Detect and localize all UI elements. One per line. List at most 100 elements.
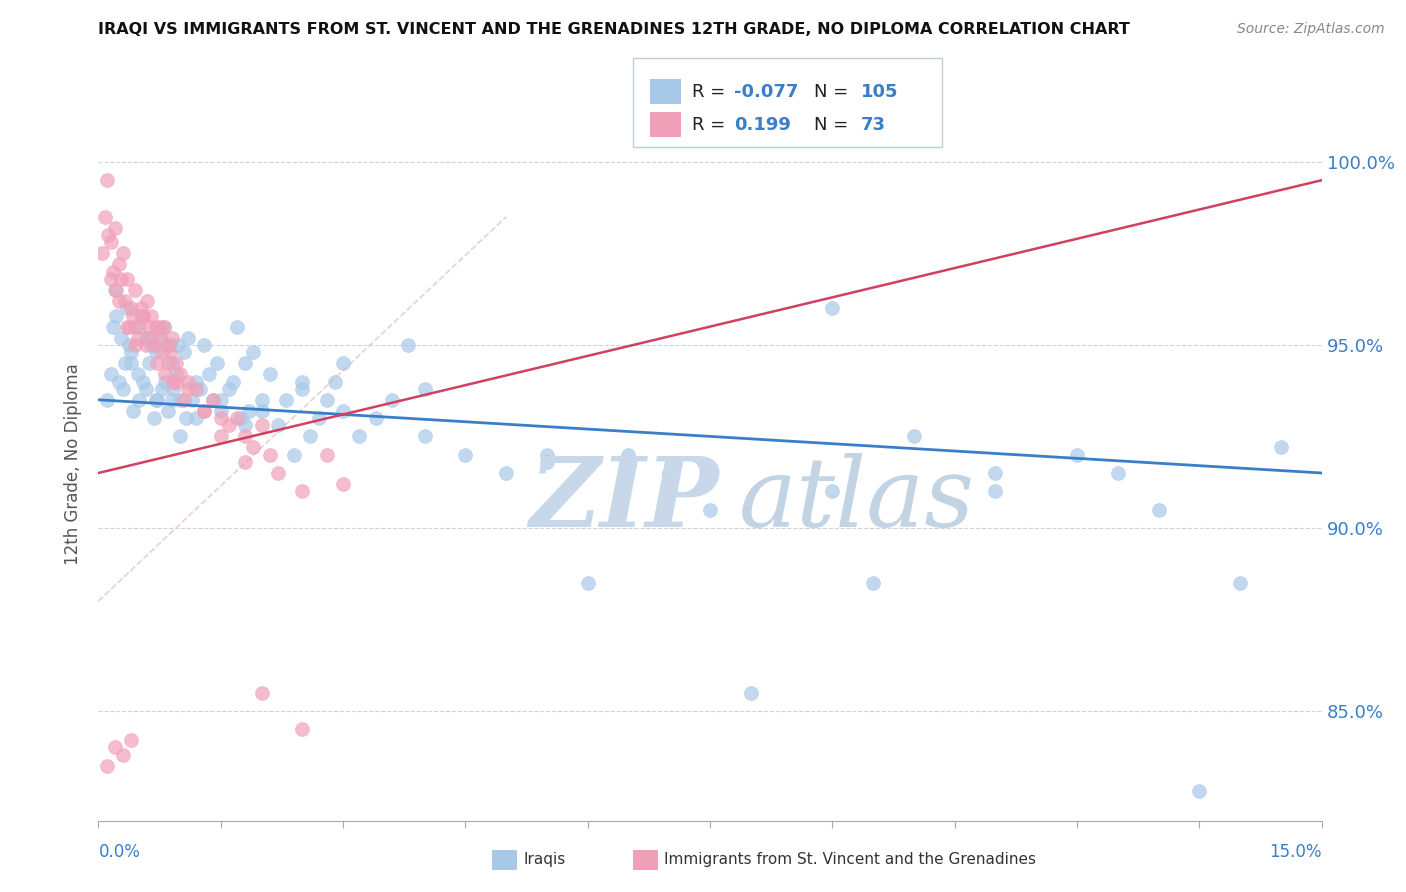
Point xyxy=(315,392,337,407)
Point xyxy=(173,345,195,359)
Text: 105: 105 xyxy=(860,83,898,101)
Point xyxy=(242,345,264,359)
Point xyxy=(364,411,387,425)
Text: R =: R = xyxy=(692,116,731,134)
Point xyxy=(115,319,138,334)
Point xyxy=(110,272,132,286)
Point xyxy=(104,220,127,235)
Point xyxy=(193,404,215,418)
Point xyxy=(233,455,256,469)
Point xyxy=(108,293,131,308)
Point xyxy=(100,367,122,381)
Point xyxy=(96,758,118,772)
Point xyxy=(862,575,884,590)
Point xyxy=(226,411,249,425)
Point xyxy=(188,382,212,396)
Point xyxy=(91,246,114,260)
Point xyxy=(233,356,256,370)
Point xyxy=(242,441,264,455)
Point xyxy=(146,356,169,370)
Point xyxy=(127,367,149,381)
Point xyxy=(454,448,477,462)
Point xyxy=(156,404,179,418)
Point xyxy=(94,210,117,224)
Point xyxy=(142,411,165,425)
Point xyxy=(699,502,721,516)
Point xyxy=(167,338,190,352)
Point xyxy=(141,338,163,352)
Point xyxy=(1229,575,1251,590)
Point xyxy=(1270,441,1292,455)
Point xyxy=(165,356,187,370)
Text: -0.077: -0.077 xyxy=(734,83,799,101)
Point xyxy=(231,411,253,425)
Point xyxy=(218,382,240,396)
Point xyxy=(127,330,149,344)
Point xyxy=(129,301,152,316)
Text: N =: N = xyxy=(814,83,853,101)
Point xyxy=(124,319,146,334)
Point xyxy=(267,466,290,480)
Text: R =: R = xyxy=(692,83,731,101)
Point xyxy=(1147,502,1170,516)
Point xyxy=(120,356,142,370)
Point xyxy=(160,356,183,370)
Point xyxy=(209,404,232,418)
Point xyxy=(100,272,122,286)
Point xyxy=(165,367,187,381)
Point xyxy=(146,392,169,407)
Point xyxy=(118,319,141,334)
Point xyxy=(413,382,436,396)
Point xyxy=(536,455,558,469)
Text: atlas: atlas xyxy=(738,452,974,547)
Text: Iraqis: Iraqis xyxy=(523,853,565,867)
Point xyxy=(218,418,240,433)
Point xyxy=(173,392,195,407)
Point xyxy=(658,466,681,480)
Point xyxy=(226,319,249,334)
Point xyxy=(150,382,173,396)
Point xyxy=(104,283,127,297)
Point xyxy=(193,404,215,418)
Point xyxy=(186,382,208,396)
Point xyxy=(159,345,181,359)
Point xyxy=(181,392,204,407)
Point xyxy=(145,345,167,359)
Point xyxy=(114,293,136,308)
Point xyxy=(97,228,120,243)
Point xyxy=(108,375,131,389)
Point xyxy=(136,293,159,308)
Point xyxy=(259,367,281,381)
Point xyxy=(120,345,142,359)
Point xyxy=(201,392,224,407)
Point xyxy=(138,356,160,370)
Point xyxy=(132,375,155,389)
Point xyxy=(110,330,132,344)
Point xyxy=(381,392,404,407)
Point xyxy=(291,722,314,736)
Point xyxy=(128,319,150,334)
Point xyxy=(162,382,184,396)
Point xyxy=(160,392,183,407)
Point xyxy=(156,338,179,352)
Point xyxy=(495,466,517,480)
Point xyxy=(160,330,183,344)
Point xyxy=(250,392,273,407)
Point xyxy=(136,330,159,344)
Point xyxy=(138,319,160,334)
Point xyxy=(149,330,172,344)
Point xyxy=(332,404,354,418)
Point xyxy=(96,392,118,407)
Point xyxy=(821,484,844,499)
Point xyxy=(176,411,198,425)
Point xyxy=(291,484,314,499)
Point xyxy=(162,375,184,389)
Text: ZIP: ZIP xyxy=(530,452,720,547)
Point xyxy=(740,685,762,699)
Point xyxy=(177,375,200,389)
Point xyxy=(1188,784,1211,798)
Point xyxy=(114,356,136,370)
Point xyxy=(250,404,273,418)
Point xyxy=(222,375,245,389)
Text: 73: 73 xyxy=(860,116,886,134)
